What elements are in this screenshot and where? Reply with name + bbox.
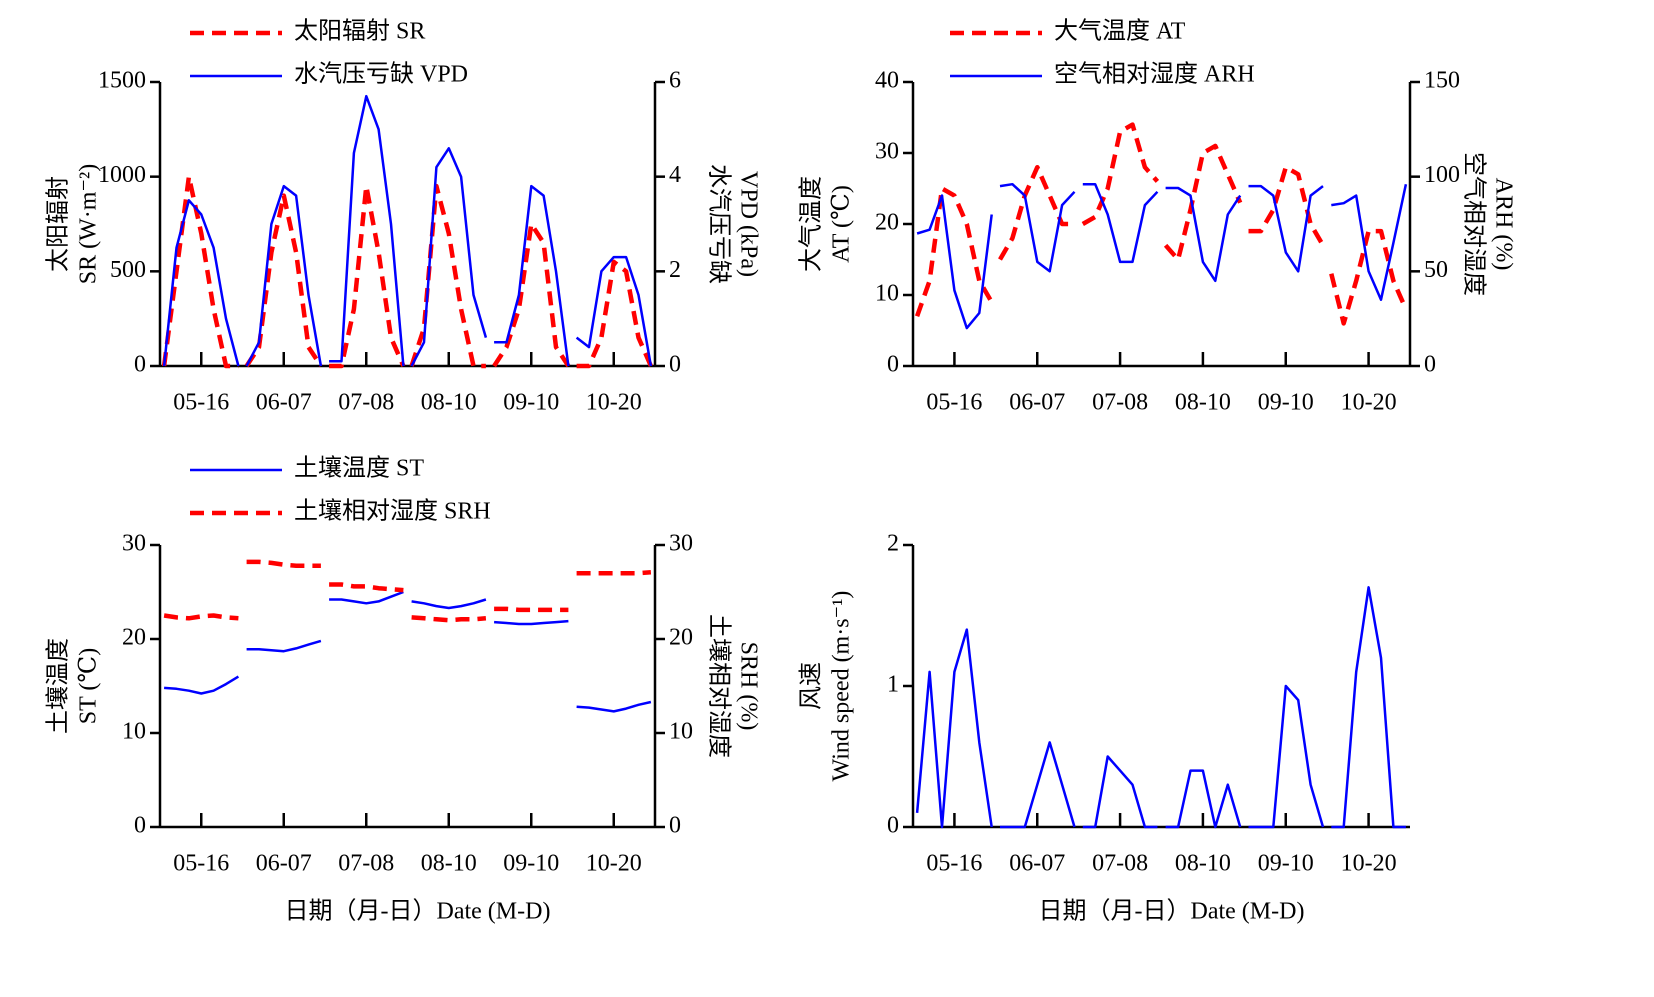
x-axis-label: 日期（月-日）Date (M-D)	[285, 899, 551, 925]
x-tick-label: 10-20	[586, 851, 642, 877]
y2-tick-label: 4	[669, 162, 681, 188]
x-tick-label: 09-10	[1258, 851, 1314, 877]
y2-tick-label: 10	[669, 719, 693, 745]
y2-tick-label: 0	[1424, 352, 1436, 378]
y-tick-label: 1	[887, 672, 899, 698]
y2-tick-label: 50	[1424, 257, 1448, 283]
y2-tick-label: 150	[1424, 68, 1460, 94]
y-tick-label: 1500	[98, 68, 146, 94]
x-tick-label: 08-10	[421, 390, 477, 416]
y2-tick-label: 20	[669, 625, 693, 651]
y2-axis-label: 空气相对湿度	[1460, 152, 1487, 296]
y-axis-label: 太阳辐射	[45, 176, 72, 272]
data-line	[162, 94, 653, 367]
y-axis-label: 大气温度	[798, 176, 825, 272]
y-tick-label: 30	[122, 531, 146, 557]
x-axis-label: 日期（月-日）Date (M-D)	[1039, 899, 1305, 925]
x-tick-label: 06-07	[1009, 390, 1065, 416]
y-axis-label: ST (℃)	[76, 648, 102, 724]
x-tick-label: 06-07	[256, 390, 312, 416]
x-tick-label: 10-20	[586, 390, 642, 416]
y-axis-label: SR (W·m⁻²)	[76, 164, 102, 285]
x-tick-label: 07-08	[1092, 851, 1148, 877]
x-tick-label: 08-10	[1175, 390, 1231, 416]
y2-tick-label: 100	[1424, 162, 1460, 188]
y-tick-label: 40	[875, 68, 899, 94]
data-line	[915, 586, 1406, 829]
x-tick-label: 07-08	[338, 851, 394, 877]
x-tick-label: 05-16	[173, 390, 229, 416]
y-tick-label: 0	[134, 813, 146, 839]
legend-label: 土壤温度 ST	[294, 455, 424, 482]
legend-label: 太阳辐射 SR	[294, 18, 425, 45]
y2-axis-label: 水汽压亏缺	[705, 164, 732, 284]
y-axis-label: Wind speed (m·s⁻¹)	[829, 591, 855, 782]
x-tick-label: 08-10	[1175, 851, 1231, 877]
y-tick-label: 10	[875, 281, 899, 307]
x-tick-label: 06-07	[1009, 851, 1065, 877]
x-tick-label: 08-10	[421, 851, 477, 877]
y-tick-label: 0	[887, 813, 899, 839]
y2-tick-label: 0	[669, 352, 681, 378]
y-tick-label: 0	[134, 352, 146, 378]
y2-tick-label: 0	[669, 813, 681, 839]
legend-label: 水汽压亏缺 VPD	[294, 61, 468, 88]
data-line	[916, 182, 1408, 330]
legend-label: 空气相对湿度 ARH	[1054, 61, 1255, 88]
data-line	[163, 559, 652, 623]
data-line	[161, 174, 653, 369]
x-tick-label: 07-08	[338, 390, 394, 416]
y2-tick-label: 6	[669, 68, 681, 94]
y-tick-label: 1000	[98, 162, 146, 188]
y-axis-label: 土壤温度	[45, 638, 72, 734]
y-tick-label: 20	[122, 625, 146, 651]
x-tick-label: 10-20	[1341, 851, 1397, 877]
y-tick-label: 30	[875, 139, 899, 165]
legend-label: 大气温度 AT	[1054, 18, 1186, 45]
x-tick-label: 05-16	[926, 390, 982, 416]
x-tick-label: 09-10	[503, 390, 559, 416]
x-tick-label: 05-16	[173, 851, 229, 877]
y2-axis-label: ARH (%)	[1490, 178, 1516, 271]
y-tick-label: 500	[110, 257, 146, 283]
y-axis-label: AT (℃)	[829, 185, 855, 263]
y2-axis-label: VPD (kPa)	[735, 171, 761, 277]
y2-axis-label: 土壤相对湿度	[705, 614, 732, 758]
data-line	[164, 590, 652, 713]
x-tick-label: 09-10	[503, 851, 559, 877]
y2-axis-label: SRH (%)	[735, 642, 761, 731]
x-tick-label: 07-08	[1092, 390, 1148, 416]
y-tick-label: 0	[887, 352, 899, 378]
y-tick-label: 2	[887, 531, 899, 557]
x-tick-label: 05-16	[926, 851, 982, 877]
x-tick-label: 06-07	[256, 851, 312, 877]
data-line	[914, 122, 1408, 326]
y2-tick-label: 30	[669, 531, 693, 557]
y-tick-label: 10	[122, 719, 146, 745]
legend-label: 土壤相对湿度 SRH	[294, 498, 491, 525]
y2-tick-label: 2	[669, 257, 681, 283]
x-tick-label: 09-10	[1258, 390, 1314, 416]
y-tick-label: 20	[875, 210, 899, 236]
y-axis-label: 风速	[798, 662, 825, 710]
x-tick-label: 10-20	[1341, 390, 1397, 416]
